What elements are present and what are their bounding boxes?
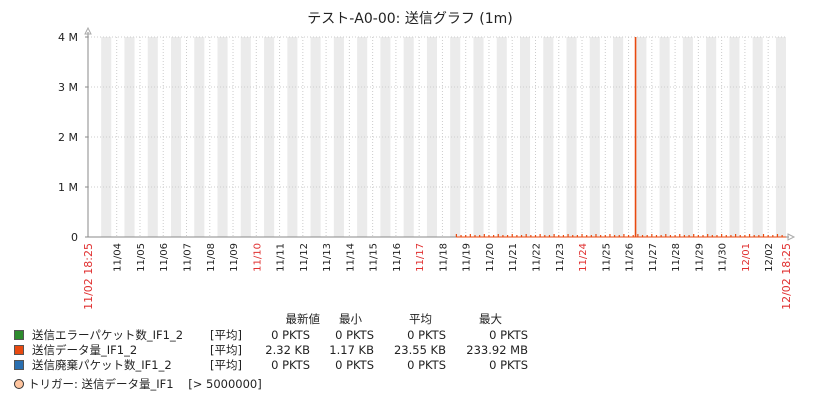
x-tick-label: 11/24 [578,243,589,272]
time-band [264,37,275,237]
legend-min: 1.17 KB [329,343,374,357]
x-tick-label: 11/12 [299,243,310,272]
legend-header-avg: 平均 [409,312,432,326]
y-tick-label: 0 [71,231,78,244]
time-band [775,37,786,237]
x-tick-label: 11/19 [462,243,473,272]
legend-swatch-data [14,345,24,355]
legend-agg: [平均] [210,358,242,372]
x-tick-label: 11/23 [555,243,566,272]
x-tick-label: 11/09 [229,243,240,272]
x-tick-label: 11/22 [531,243,542,272]
time-band [589,37,600,237]
x-tick-label: 11/25 [601,243,612,272]
time-band [333,37,344,237]
trigger-legend: トリガー: 送信データ量_IF1 [> 5000000] [14,376,262,392]
x-tick-label: 11/06 [159,243,170,272]
time-band [147,37,158,237]
time-band [706,37,717,237]
x-tick-label: 11/21 [508,243,519,272]
x-axis-arrow [787,233,796,241]
trigger-label: トリガー: 送信データ量_IF1 [28,377,174,391]
x-tick-label: 11/18 [438,243,449,272]
x-tick-label: 11/17 [415,243,426,272]
time-band [519,37,531,237]
x-tick-label: 11/26 [625,243,636,272]
x-tick-label: 11/20 [485,243,496,272]
y-axis-arrow [84,26,92,35]
time-band [240,37,251,237]
legend-max: 0 PKTS [489,328,528,342]
time-band [217,37,228,237]
legend-min: 0 PKTS [335,358,374,372]
x-tick-label: 11/10 [252,243,263,272]
time-band [450,37,461,237]
x-tick-label: 11/05 [136,243,147,272]
legend-header-last: 最新値 [285,312,321,326]
legend-avg: 0 PKTS [407,358,446,372]
legend-avg: 0 PKTS [407,328,446,342]
trigger-marker-icon [14,379,24,389]
time-band [496,37,507,237]
chart: テスト-A0-00: 送信グラフ (1m) 0 1 M 2 M 3 M 4 M 11/04… [58,11,796,310]
legend-agg: [平均] [210,328,242,342]
x-tick-label: 11/30 [718,243,729,272]
time-band [357,37,368,237]
trigger-condition: [> 5000000] [188,377,262,391]
legend-name: 送信廃棄パケット数_IF1_2 [32,358,172,372]
legend-header-min: 最小 [339,312,362,326]
x-tick-label: 11/04 [113,243,124,272]
time-band [403,37,414,237]
time-band [636,37,647,237]
legend-agg: [平均] [210,343,242,357]
chart-title: テスト-A0-00: 送信グラフ (1m) [307,11,513,27]
time-band [310,37,321,237]
x-tick-label: 12/02 [764,243,775,272]
x-tick-label: 11/11 [276,243,287,272]
x-range-start-label: 11/02 18:25 [82,243,95,310]
x-tick-label: 11/14 [345,243,356,272]
time-band [613,37,624,237]
legend-last: 0 PKTS [271,358,310,372]
y-tick-label: 4 M [58,31,78,44]
y-tick-label: 2 M [58,131,78,144]
plot-area: 0 1 M 2 M 3 M 4 M 11/04 11/05 11/06 11/07 11/08 11… [58,26,796,310]
y-tick-label: 1 M [58,181,78,194]
time-band [124,37,135,237]
x-tick-label: 12/01 [741,243,752,272]
time-band [543,37,554,237]
legend-header-max: 最大 [479,312,502,326]
x-tick-label: 11/15 [369,243,380,272]
legend-swatch-errors [14,330,24,340]
y-tick-label: 3 M [58,81,78,94]
x-tick-label: 11/28 [671,243,682,272]
x-tick-label: 11/08 [206,243,217,272]
legend-max: 0 PKTS [489,358,528,372]
legend-last: 0 PKTS [271,328,310,342]
legend-avg: 23.55 KB [393,343,446,357]
x-tick-label: 11/27 [648,243,659,272]
time-band [426,37,437,237]
legend-name: 送信データ量_IF1_2 [32,343,138,357]
legend-swatch-discards [14,360,24,370]
x-tick-label: 11/29 [694,243,705,272]
x-tick-label: 11/13 [322,243,333,272]
time-band [729,37,740,237]
legend-max: 233.92 MB [466,343,528,357]
legend-min: 0 PKTS [335,328,374,342]
x-tick-label: 11/16 [392,243,403,272]
legend-name: 送信エラーパケット数_IF1_2 [32,328,184,342]
time-band [682,37,693,237]
time-band [170,37,182,237]
legend-last: 2.32 KB [265,343,310,357]
x-tick-label: 11/07 [182,243,193,272]
x-range-end-label: 12/02 18:25 [780,243,793,310]
